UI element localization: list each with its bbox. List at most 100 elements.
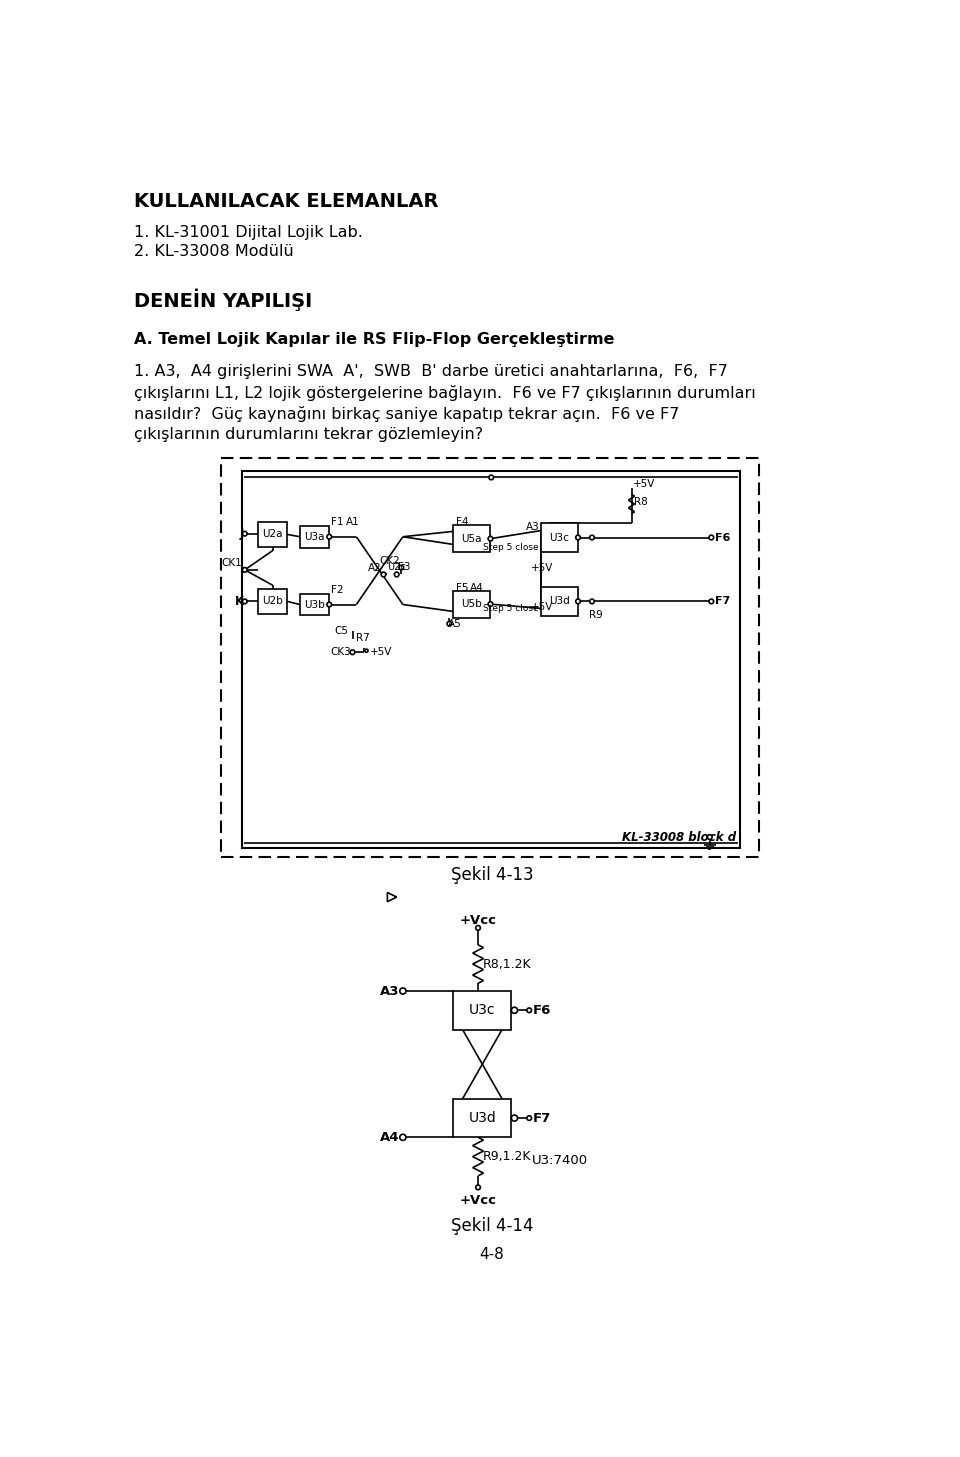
Text: A. Temel Lojik Kapılar ile RS Flip-Flop Gerçekleştirme: A. Temel Lojik Kapılar ile RS Flip-Flop … <box>134 332 614 347</box>
Text: F2: F2 <box>331 584 344 594</box>
Text: CK1: CK1 <box>221 558 242 568</box>
Text: Step 5 close: Step 5 close <box>483 543 539 552</box>
Text: 4-8: 4-8 <box>480 1247 504 1262</box>
Circle shape <box>381 573 386 577</box>
Text: Şekil 4-13: Şekil 4-13 <box>450 867 534 884</box>
Circle shape <box>527 1008 532 1013</box>
Circle shape <box>709 599 713 603</box>
Circle shape <box>512 1007 517 1014</box>
Text: U5a: U5a <box>462 533 482 543</box>
Circle shape <box>447 622 452 627</box>
Circle shape <box>527 1116 532 1120</box>
Circle shape <box>576 599 581 603</box>
Circle shape <box>589 535 594 541</box>
Text: F4: F4 <box>456 517 468 527</box>
Circle shape <box>350 650 355 654</box>
Text: F6: F6 <box>715 532 731 542</box>
Text: A5: A5 <box>447 619 462 629</box>
Bar <box>258 589 287 613</box>
Circle shape <box>327 602 331 606</box>
Text: CK3: CK3 <box>330 647 351 657</box>
Circle shape <box>395 573 399 577</box>
Circle shape <box>399 1134 406 1141</box>
Text: çıkışlarını L1, L2 lojik göstergelerine bağlayın.  F6 ve F7 çıkışlarının durumla: çıkışlarını L1, L2 lojik göstergelerine … <box>134 385 756 401</box>
Text: R8,1.2K: R8,1.2K <box>483 957 531 970</box>
Circle shape <box>243 532 247 536</box>
Text: +5V: +5V <box>633 478 656 488</box>
Bar <box>300 593 329 615</box>
Bar <box>540 587 578 616</box>
Text: A3: A3 <box>380 985 399 998</box>
Text: +Vcc: +Vcc <box>460 1193 496 1206</box>
Bar <box>453 991 512 1030</box>
Bar <box>300 526 329 548</box>
Text: A1: A1 <box>347 517 360 527</box>
Text: U5b: U5b <box>462 599 482 609</box>
Text: U3c: U3c <box>549 532 569 542</box>
Text: A2: A2 <box>369 562 382 573</box>
Text: F5: F5 <box>456 583 468 593</box>
Text: çıkışlarının durumlarını tekrar gözlemleyin?: çıkışlarının durumlarını tekrar gözlemle… <box>134 427 483 441</box>
Text: DENEİN YAPILIŞI: DENEİN YAPILIŞI <box>134 288 312 312</box>
Text: U3d: U3d <box>549 596 570 606</box>
Text: U3a: U3a <box>304 532 324 542</box>
Text: U3:7400: U3:7400 <box>532 1154 588 1167</box>
Circle shape <box>489 475 493 479</box>
Text: F7: F7 <box>533 1112 551 1125</box>
Circle shape <box>243 568 247 573</box>
Circle shape <box>327 535 331 539</box>
Circle shape <box>488 536 492 541</box>
Circle shape <box>365 650 368 653</box>
Bar <box>221 457 759 857</box>
Bar <box>243 471 740 848</box>
Circle shape <box>708 835 712 839</box>
Text: 1. A3,  A4 girişlerini SWA  A',  SWB  B' darbe üretici anahtarlarına,  F6,  F7: 1. A3, A4 girişlerini SWA A', SWB B' dar… <box>134 364 728 379</box>
Text: U2c: U2c <box>388 562 406 571</box>
Text: KULLANILACAK ELEMANLAR: KULLANILACAK ELEMANLAR <box>134 192 439 211</box>
Text: +Vcc: +Vcc <box>460 914 496 927</box>
Text: U2b: U2b <box>262 596 283 606</box>
Circle shape <box>476 1185 480 1190</box>
Text: +5V: +5V <box>370 647 392 657</box>
Bar <box>453 1099 512 1138</box>
Circle shape <box>399 988 406 994</box>
Text: C5: C5 <box>335 627 348 637</box>
Text: J: J <box>240 527 244 541</box>
Text: A3: A3 <box>525 523 540 532</box>
Text: R9,1.2K: R9,1.2K <box>483 1150 531 1163</box>
Bar <box>453 590 491 618</box>
Bar <box>258 522 287 546</box>
Text: F1: F1 <box>331 517 344 527</box>
Text: Step 5 close: Step 5 close <box>483 603 539 613</box>
Text: U3c: U3c <box>469 1004 495 1017</box>
Text: +5V: +5V <box>531 602 553 612</box>
Text: F6: F6 <box>533 1004 551 1017</box>
Polygon shape <box>388 893 396 902</box>
Text: U3b: U3b <box>304 599 324 609</box>
Text: R7: R7 <box>356 632 371 643</box>
Text: +5V: +5V <box>531 562 553 573</box>
Text: 1. KL-31001 Dijital Lojik Lab.: 1. KL-31001 Dijital Lojik Lab. <box>134 224 363 240</box>
Text: 2. KL-33008 Modülü: 2. KL-33008 Modülü <box>134 245 294 259</box>
Bar <box>453 525 491 552</box>
Text: U2a: U2a <box>262 529 283 539</box>
Bar <box>540 523 578 552</box>
Text: F7: F7 <box>715 596 731 606</box>
Circle shape <box>709 535 713 541</box>
Circle shape <box>488 602 492 606</box>
Circle shape <box>512 1115 517 1122</box>
Text: F3: F3 <box>398 562 411 571</box>
Circle shape <box>576 535 581 541</box>
Text: KL-33008 block d: KL-33008 block d <box>622 830 736 844</box>
Circle shape <box>589 599 594 603</box>
Text: A4: A4 <box>380 1131 399 1144</box>
Text: K: K <box>235 594 244 608</box>
Text: U3d: U3d <box>468 1112 496 1125</box>
Text: Şekil 4-14: Şekil 4-14 <box>451 1217 533 1234</box>
Text: R8: R8 <box>634 497 648 507</box>
Circle shape <box>476 925 480 930</box>
Text: CK2: CK2 <box>379 555 399 565</box>
Circle shape <box>399 565 403 570</box>
Text: A4: A4 <box>470 583 484 593</box>
Text: nasıldır?  Güç kaynağını birkaç saniye kapatıp tekrar açın.  F6 ve F7: nasıldır? Güç kaynağını birkaç saniye ka… <box>134 407 680 423</box>
